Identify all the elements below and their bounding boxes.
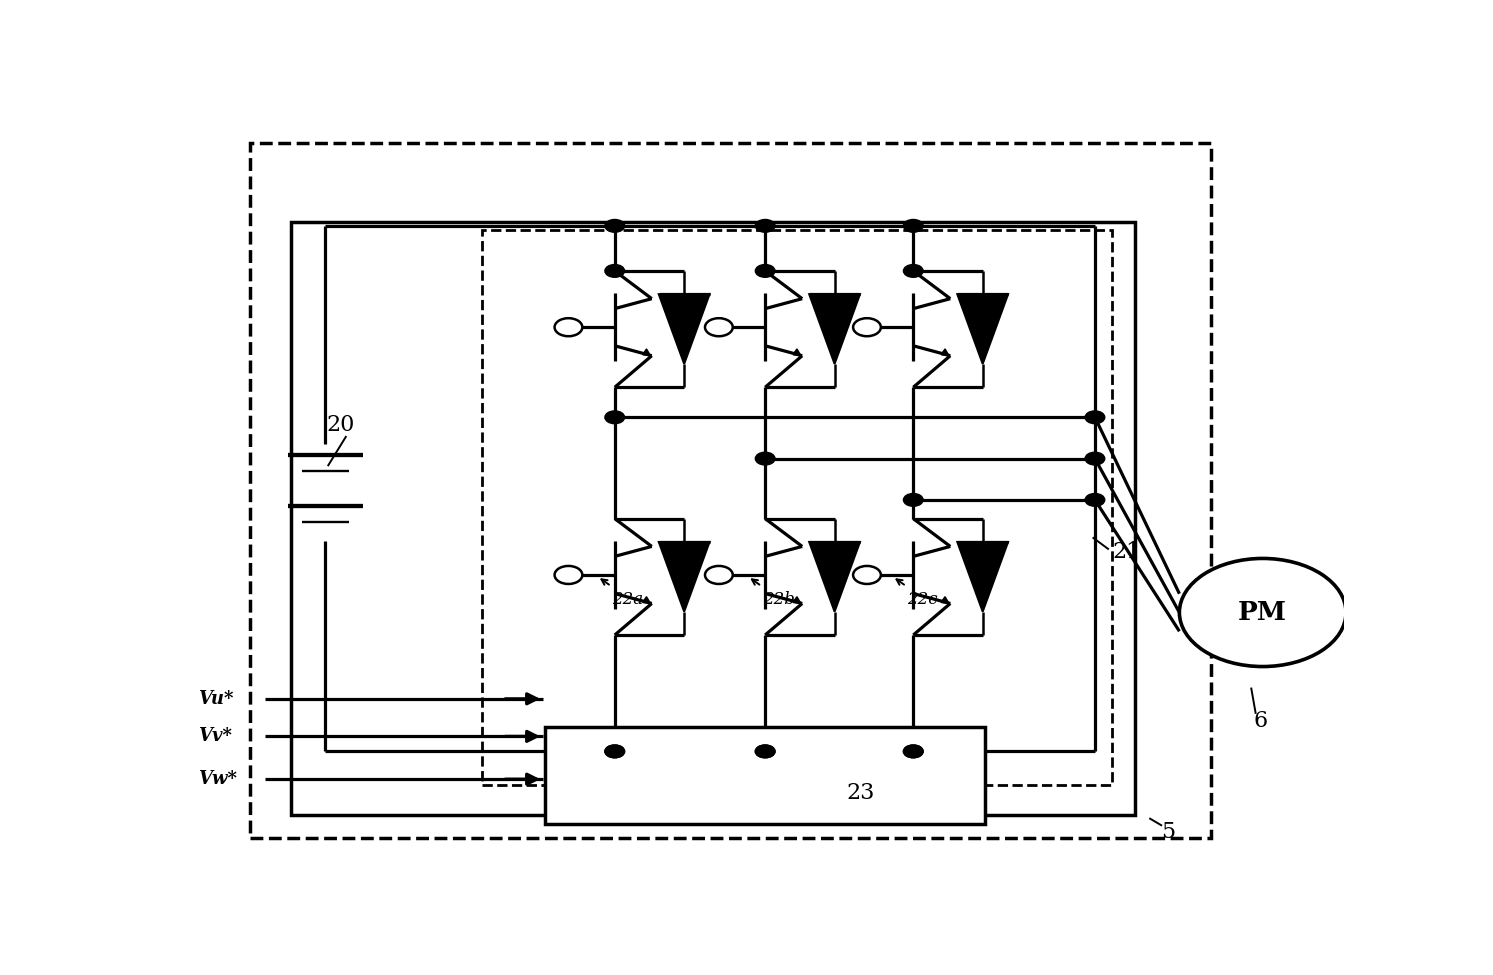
Circle shape	[605, 745, 624, 758]
Circle shape	[605, 219, 624, 232]
Text: Vu*: Vu*	[199, 690, 233, 708]
Text: Vw*: Vw*	[199, 770, 237, 788]
Bar	[251, 143, 1211, 838]
Polygon shape	[957, 294, 1008, 364]
Circle shape	[755, 452, 775, 465]
Circle shape	[755, 745, 775, 758]
Circle shape	[1179, 559, 1347, 667]
Circle shape	[853, 566, 881, 584]
Polygon shape	[658, 294, 709, 364]
Bar	[291, 222, 1135, 815]
Circle shape	[605, 264, 624, 277]
Text: 6: 6	[1253, 711, 1268, 732]
Circle shape	[1085, 493, 1105, 506]
Polygon shape	[957, 542, 1008, 611]
Text: PM: PM	[1238, 600, 1287, 625]
Circle shape	[554, 318, 582, 336]
Circle shape	[705, 566, 733, 584]
Circle shape	[755, 219, 775, 232]
Polygon shape	[658, 542, 709, 611]
Circle shape	[903, 493, 923, 506]
Circle shape	[705, 318, 733, 336]
Polygon shape	[809, 294, 860, 364]
Text: Vv*: Vv*	[199, 727, 231, 745]
Text: 22b: 22b	[763, 592, 794, 608]
Text: 22c: 22c	[908, 592, 938, 608]
Circle shape	[903, 745, 923, 758]
Text: 23: 23	[847, 782, 875, 803]
Text: 22a: 22a	[612, 592, 643, 608]
Circle shape	[903, 745, 923, 758]
Circle shape	[1085, 452, 1105, 465]
Text: 5: 5	[1160, 821, 1175, 842]
Text: 20: 20	[327, 413, 355, 436]
Circle shape	[853, 318, 881, 336]
Circle shape	[1085, 410, 1105, 424]
Circle shape	[554, 566, 582, 584]
Bar	[545, 726, 985, 824]
Circle shape	[755, 745, 775, 758]
Polygon shape	[809, 542, 860, 611]
Circle shape	[903, 264, 923, 277]
Circle shape	[903, 219, 923, 232]
Text: 21: 21	[1112, 541, 1141, 564]
Circle shape	[605, 745, 624, 758]
Bar	[482, 230, 1112, 785]
Circle shape	[755, 264, 775, 277]
Circle shape	[605, 410, 624, 424]
